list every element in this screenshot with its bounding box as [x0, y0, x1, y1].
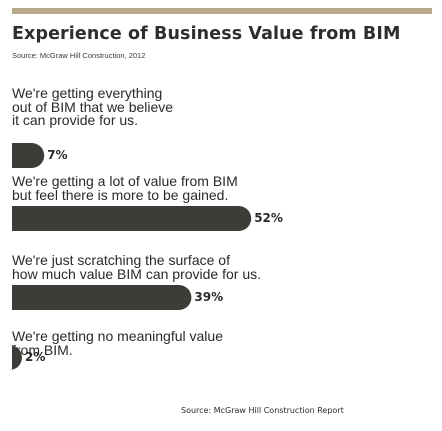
- category-label-line: We're getting a lot of value from BIM: [12, 173, 238, 189]
- category-label-line: but feel there is more to be gained.: [12, 186, 229, 203]
- bar-value-label: 52%: [254, 211, 283, 225]
- footer-source: Source: McGraw Hill Construction Report: [181, 406, 344, 415]
- category-label: We're getting a lot of value from BIM but…: [12, 173, 312, 203]
- bar: [9, 345, 22, 370]
- bar: [12, 143, 45, 168]
- category-label: We're getting everything out of BIM that …: [12, 85, 312, 128]
- bar: [12, 206, 252, 231]
- category-label-line: out of BIM that we believe: [12, 98, 174, 115]
- category-label-line: from BIM.: [12, 341, 73, 358]
- bar: [12, 285, 192, 310]
- source-note: Source: McGraw Hill Construction, 2012: [12, 51, 146, 60]
- category-label-line: how much value BIM can provide for us.: [12, 265, 262, 282]
- category-label: We're getting no meaningful value from BI…: [12, 328, 312, 358]
- bar-value-label: 2%: [25, 350, 46, 364]
- category-label-line: We're just scratching the surface of: [12, 252, 230, 268]
- bar-value-label: 39%: [194, 290, 224, 304]
- top-rule: [12, 8, 432, 14]
- category-label-line: We're getting everything: [12, 85, 163, 101]
- chart-title: Experience of Business Value from BIM: [12, 24, 401, 44]
- category-label-line: We're getting no meaningful value: [12, 328, 223, 344]
- bar-value-label: 7%: [47, 148, 68, 162]
- category-label-line: it can provide for us.: [12, 112, 139, 128]
- category-label: We're just scratching the surface of how …: [12, 252, 312, 282]
